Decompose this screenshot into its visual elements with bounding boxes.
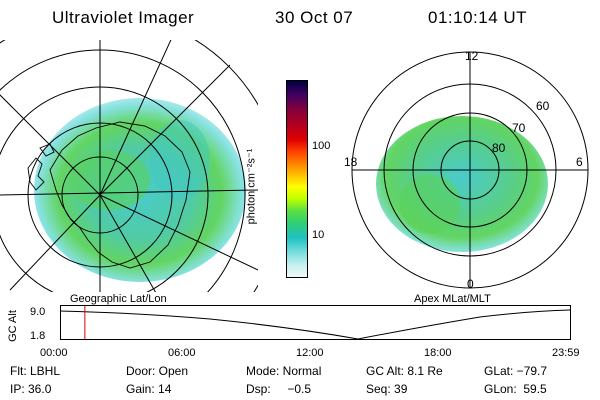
altitude-timeline[interactable] [60,305,572,345]
altitude-curve [60,309,571,340]
mlat-label-60: 60 [536,99,550,113]
left-map-label: Geographic Lat/Lon [70,293,167,305]
info-ip: IP: 36.0 [10,382,52,396]
colorbar-unit-label: photon cm⁻²s⁻¹ [245,148,258,225]
timeline-x-tick-3: 18:00 [424,347,452,359]
colorbar-tick-100: 100 [312,140,331,152]
info-glon: GLon: 59.5 [484,382,547,396]
mlt-label-0: 0 [467,277,474,291]
info-door: Door: Open [126,364,189,378]
info-gc-alt: GC Alt: 8.1 Re [366,364,443,378]
right-map-label: Apex MLat/MLT [414,293,491,305]
mlat-label-80: 80 [492,141,506,155]
info-flt: Flt: LBHL [10,364,61,378]
timeline-y-tick-low: 1.8 [30,330,46,342]
mlt-label-6: 6 [576,155,583,169]
timeline-y-tick-high: 9.0 [30,306,46,318]
geographic-map [0,40,258,292]
timeline-x-tick-0: 00:00 [40,347,68,359]
colorbar-tick-10: 10 [312,229,325,241]
info-mode: Mode: Normal [246,364,322,378]
info-seq: Seq: 39 [366,382,408,396]
magnetic-map: 12 0 18 6 60 70 80 [344,49,589,291]
mlt-label-18: 18 [344,155,358,169]
mlat-label-70: 70 [512,121,526,135]
app-title: Ultraviolet Imager [52,8,195,27]
colorbar [286,80,308,278]
timeline-x-tick-2: 12:00 [296,347,324,359]
coastline [49,121,191,269]
mlt-label-12: 12 [465,49,479,63]
time-label: 01:10:14 UT [428,8,528,27]
info-glat: GLat: −79.7 [484,364,548,378]
date-label: 30 Oct 07 [275,8,354,27]
timeline-y-label: GC Alt [6,310,19,342]
info-gain: Gain: 14 [126,382,172,396]
info-dsp: Dsp: −0.5 [246,382,312,396]
timeline-x-tick-4: 23:59 [552,347,580,359]
aurora-image-mag [376,116,548,252]
timeline-x-tick-1: 06:00 [168,347,196,359]
